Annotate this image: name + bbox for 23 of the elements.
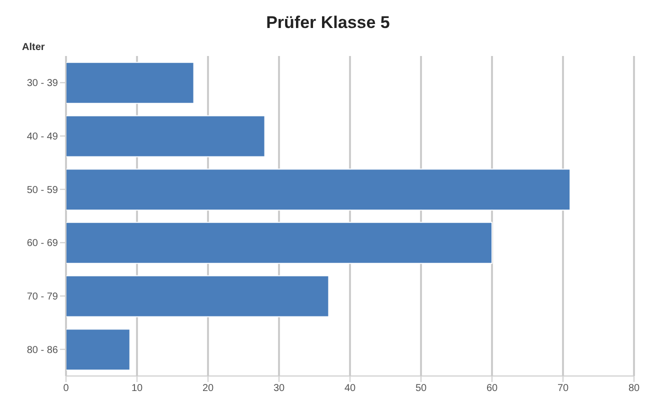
x-tick-label: 10 xyxy=(131,383,143,394)
bar xyxy=(66,275,330,318)
chart-title: Prüfer Klasse 5 xyxy=(265,12,391,34)
y-tick-label: 30 - 39 xyxy=(26,78,58,90)
x-tick-label: 20 xyxy=(202,383,214,394)
y-tick-label: 60 - 69 xyxy=(26,238,58,250)
y-tick-label: 80 - 86 xyxy=(26,344,58,356)
x-tick-label: 80 xyxy=(628,383,640,394)
x-tick-label: 70 xyxy=(557,383,569,394)
bar xyxy=(66,328,130,371)
bar xyxy=(66,115,266,158)
x-tick-label: 40 xyxy=(344,383,356,394)
x-tick-label: 60 xyxy=(486,383,498,394)
bar xyxy=(66,168,571,211)
x-tick-label: 50 xyxy=(415,383,427,394)
y-axis-title: Alter xyxy=(22,42,45,53)
bar xyxy=(66,62,194,104)
y-tick-label: 40 - 49 xyxy=(26,132,58,143)
y-tick-label: 70 - 79 xyxy=(26,292,58,303)
bar xyxy=(66,222,492,264)
x-tick-label: 30 xyxy=(273,383,285,394)
x-tick-label: 0 xyxy=(63,383,70,394)
y-tick-label: 50 - 59 xyxy=(26,184,58,196)
